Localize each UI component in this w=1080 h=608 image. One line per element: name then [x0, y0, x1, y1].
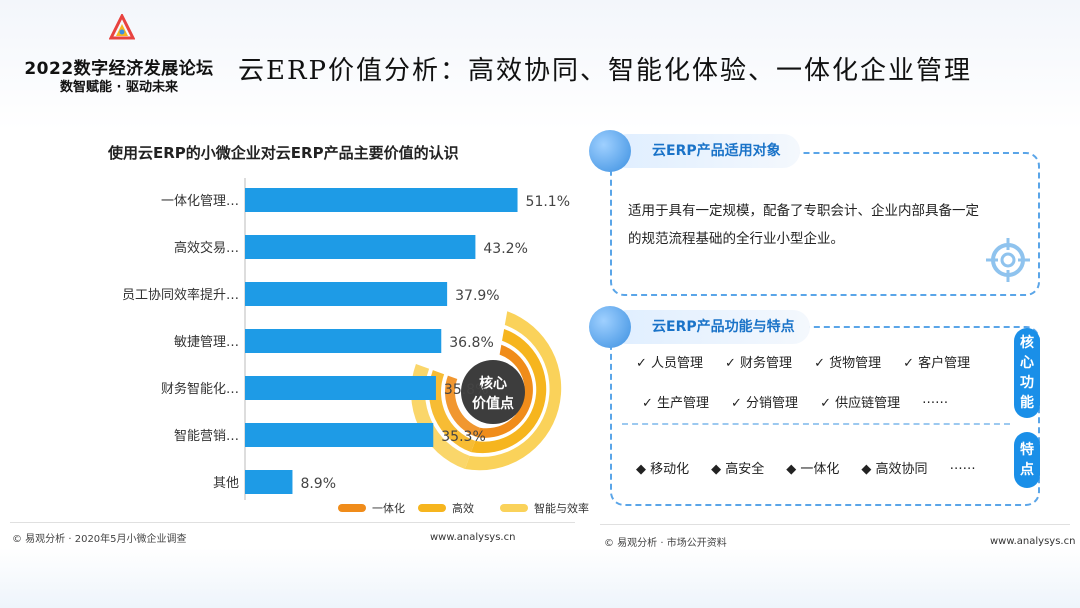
website-link-right[interactable]: www.analysys.cn [990, 536, 1076, 547]
category-label-1: 一体化管理… [161, 194, 239, 209]
category-label-4: 敏捷管理… [174, 335, 239, 350]
target-panel [610, 152, 1040, 296]
core-function-item: ✓ 人员管理 [636, 356, 704, 371]
value-label-5: 35.8% [444, 382, 488, 398]
page-title: 云ERP价值分析：高效协同、智能化体验、一体化企业管理 [238, 56, 973, 86]
core-value-center [461, 360, 525, 424]
legend-swatch-2 [418, 504, 446, 512]
core-function-item: ✓ 分销管理 [731, 396, 799, 411]
core-function-item: ✓ 客户管理 [903, 356, 971, 371]
value-label-4: 36.8% [449, 335, 493, 351]
bar-1 [245, 188, 518, 212]
core-value-label: 价值点 [472, 395, 514, 412]
chart-title: 使用云ERP的小微企业对云ERP产品主要价值的认识 [108, 144, 459, 162]
footer-background [0, 548, 1080, 608]
target-panel-header: 云ERP产品适用对象 [610, 134, 800, 168]
forum-logo-icon [109, 14, 135, 40]
value-label-6: 35.3% [441, 429, 485, 445]
core-function-item: ✓ 生产管理 [642, 396, 710, 411]
feature-item: ◆ 移动化 [636, 462, 690, 477]
feature-item: ◆ 高安全 [711, 462, 765, 477]
legend-label-3: 智能与效率 [534, 502, 589, 515]
source-left: © 易观分析 · 2020年5月小微企业调查 [12, 534, 187, 545]
value-label-7: 8.9% [300, 476, 336, 492]
core-value-arc-3 [464, 311, 562, 471]
legend-label-2: 高效 [452, 502, 474, 515]
value-label-2: 43.2% [483, 241, 527, 257]
source-right: © 易观分析 · 市场公开资料 [604, 538, 727, 549]
bar-3 [245, 282, 448, 306]
core-tag-char: 能 [1020, 395, 1034, 411]
feature-tag-char: 点 [1020, 462, 1034, 478]
target-text-line2: 的规范流程基础的全行业小型企业。 [628, 231, 844, 247]
core-functions-row-2: ✓ 生产管理 ✓ 分销管理 ✓ 供应链管理 …… [642, 392, 970, 411]
category-label-6: 智能营销… [174, 429, 239, 444]
core-tag-char: 功 [1020, 375, 1034, 391]
core-value-arc-lower-1 [445, 375, 481, 438]
target-header-dot [589, 130, 631, 172]
target-icon [986, 238, 1030, 282]
legend-item-3: 智能与效率 [500, 500, 589, 516]
bar-6 [245, 423, 434, 447]
value-label-3: 37.9% [455, 288, 499, 304]
legend-item-2: 高效 [418, 500, 474, 516]
feature-tag-char: 特 [1020, 442, 1034, 458]
feature-item: ◆ 高效协同 [861, 462, 928, 477]
legend-swatch-3 [500, 504, 528, 512]
category-label-3: 员工协同效率提升… [122, 287, 239, 303]
core-function-item: ✓ 财务管理 [725, 356, 793, 371]
bar-7 [245, 470, 293, 494]
features-header-dot [589, 306, 631, 348]
target-text-line1: 适用于具有一定规模，配备了专职会计、企业内部具备一定 [628, 203, 979, 219]
category-label-2: 高效交易… [174, 240, 239, 256]
divider-left [10, 522, 575, 523]
core-value-arc-lower-2 [429, 370, 476, 453]
features-tag: 特 点 [1014, 432, 1040, 488]
forum-logo: 2022数字经济发展论坛 数智赋能 · 驱动未来 [14, 14, 224, 95]
bar-5 [245, 376, 436, 400]
features-inner-divider [622, 423, 1010, 425]
core-function-item: ✓ 供应链管理 [820, 396, 901, 411]
legend-label-1: 一体化 [372, 502, 405, 515]
core-value-label: 核心 [479, 375, 507, 392]
features-row: ◆ 移动化 ◆ 高安全 ◆ 一体化 ◆ 高效协同 …… [636, 458, 998, 477]
bar-2 [245, 235, 476, 259]
header-background [0, 0, 1080, 130]
core-function-item: ✓ 货物管理 [814, 356, 882, 371]
core-value-arc-2 [471, 328, 547, 454]
value-label-1: 51.1% [526, 194, 570, 210]
features-panel-header: 云ERP产品功能与特点 [610, 310, 810, 344]
bar-4 [245, 329, 442, 353]
feature-item: ◆ 一体化 [786, 462, 840, 477]
core-functions-row-1: ✓ 人员管理 ✓ 财务管理 ✓ 货物管理 ✓ 客户管理 [636, 352, 992, 371]
core-function-item: …… [922, 392, 949, 407]
core-value-arc-1 [476, 344, 533, 438]
feature-item: …… [949, 458, 976, 473]
core-functions-tag: 核 心 功 能 [1014, 328, 1040, 418]
core-tag-char: 核 [1020, 335, 1034, 351]
forum-subtitle: 数智赋能 · 驱动未来 [60, 80, 178, 95]
category-label-7: 其他 [213, 476, 239, 491]
category-label-5: 财务智能化… [161, 381, 239, 397]
website-link-left[interactable]: www.analysys.cn [430, 532, 516, 543]
legend-item-1: 一体化 [338, 500, 405, 516]
divider-right [600, 524, 1070, 525]
forum-title: 2022数字经济发展论坛 [24, 59, 214, 79]
features-panel [610, 326, 1040, 506]
legend-swatch-1 [338, 504, 366, 512]
core-value-arc-lower-3 [410, 363, 470, 470]
core-tag-char: 心 [1020, 355, 1034, 371]
